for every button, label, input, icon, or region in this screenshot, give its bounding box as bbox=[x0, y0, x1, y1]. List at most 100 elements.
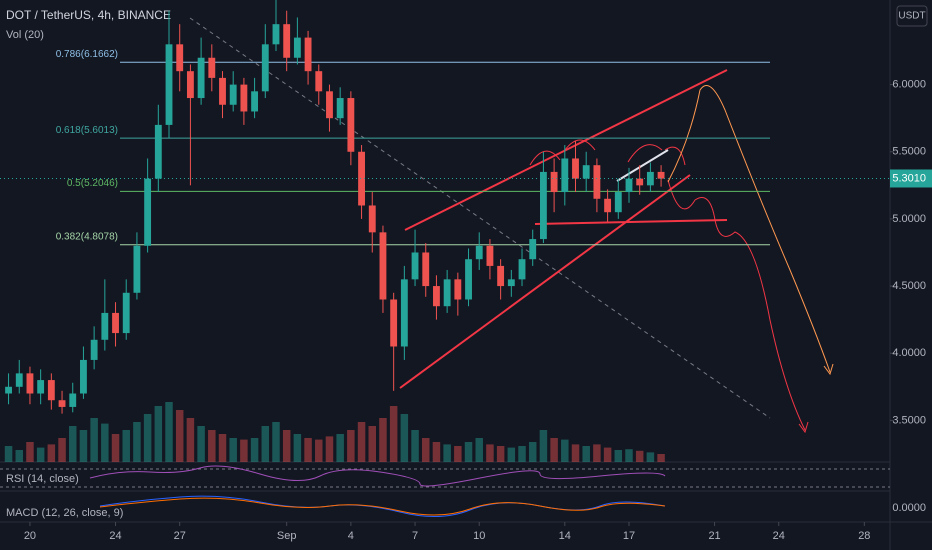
volume-bar bbox=[528, 442, 537, 462]
volume-bar bbox=[625, 449, 633, 462]
candle-body bbox=[443, 279, 451, 307]
y-tick-label: 4.5000 bbox=[892, 280, 926, 292]
x-tick-label: 28 bbox=[858, 530, 870, 542]
candle-body bbox=[186, 71, 194, 99]
volume-bar bbox=[218, 434, 227, 462]
candle-body bbox=[507, 279, 515, 287]
candle-body bbox=[240, 84, 248, 112]
volume-bar bbox=[36, 447, 45, 462]
volume-bar bbox=[197, 426, 205, 462]
last-price-box bbox=[890, 169, 932, 188]
volume-bar bbox=[561, 439, 569, 462]
candle-body bbox=[197, 57, 205, 99]
candle-body bbox=[26, 373, 34, 394]
candle-body bbox=[112, 312, 119, 334]
rsi-line bbox=[89, 465, 666, 487]
x-tick-label: 10 bbox=[473, 530, 485, 542]
volume-bar bbox=[389, 406, 398, 462]
candle-body bbox=[15, 373, 23, 387]
candle-body bbox=[475, 245, 483, 260]
volume-bar bbox=[101, 423, 109, 462]
candle-body bbox=[604, 198, 612, 213]
volume-bar bbox=[282, 430, 291, 462]
candle-body bbox=[208, 57, 216, 78]
candle-body bbox=[422, 252, 430, 287]
candle-body bbox=[47, 380, 55, 401]
volume-bar bbox=[154, 406, 163, 462]
candle-body bbox=[358, 151, 365, 206]
volume-bar bbox=[240, 439, 248, 462]
candle-body bbox=[176, 44, 184, 72]
volume-bar bbox=[518, 446, 526, 462]
candle-body bbox=[251, 91, 259, 112]
fib-label: 0.618(5.6013) bbox=[56, 125, 118, 136]
currency-box[interactable] bbox=[896, 5, 928, 27]
volume-bar bbox=[347, 430, 355, 462]
volume-bar bbox=[111, 434, 120, 462]
candle-body bbox=[518, 259, 526, 280]
volume-bar bbox=[496, 446, 505, 462]
x-tick-label: 24 bbox=[773, 530, 785, 542]
candle-body bbox=[58, 400, 66, 407]
volume-bar bbox=[272, 422, 280, 462]
volume-bar bbox=[58, 438, 66, 462]
x-tick-label: Sep bbox=[277, 530, 297, 542]
volume-bar bbox=[90, 418, 98, 462]
x-tick-label: 24 bbox=[109, 530, 121, 542]
channel-upper bbox=[404, 69, 728, 231]
candle-body bbox=[5, 386, 12, 394]
volume-bar bbox=[79, 430, 88, 462]
currency[interactable]: USDT bbox=[898, 11, 925, 22]
volume-bar bbox=[475, 438, 483, 462]
candle-body bbox=[411, 252, 419, 280]
volume-bar bbox=[143, 414, 152, 462]
candle-body bbox=[304, 37, 312, 72]
x-tick-label: 7 bbox=[412, 530, 418, 542]
candle-body bbox=[390, 299, 398, 347]
fib-label: 0.5(5.2046) bbox=[67, 178, 118, 189]
trend-dashed bbox=[189, 17, 771, 419]
y-tick-label: 4.0000 bbox=[892, 347, 926, 359]
candle-body bbox=[646, 171, 654, 186]
volume-bar bbox=[165, 402, 173, 462]
volume-bar bbox=[175, 410, 184, 462]
candle-body bbox=[368, 205, 376, 233]
candle-body bbox=[101, 312, 109, 340]
volume-bar bbox=[315, 439, 323, 462]
volume-bar bbox=[379, 418, 387, 462]
volume-bar bbox=[614, 450, 623, 462]
arc bbox=[529, 150, 561, 166]
volume-bar bbox=[186, 418, 195, 462]
subtitle: Vol (20) bbox=[6, 29, 44, 41]
candle-body bbox=[347, 98, 355, 152]
candle-body bbox=[400, 279, 408, 347]
volume-bar bbox=[422, 438, 430, 462]
candle-body bbox=[336, 98, 344, 119]
candle-body bbox=[165, 44, 173, 125]
candle-body bbox=[122, 292, 130, 334]
volume-bar bbox=[250, 438, 259, 462]
candle-body bbox=[315, 71, 323, 92]
fib-label: 0.382(4.8078) bbox=[56, 231, 118, 242]
candle-body bbox=[133, 245, 141, 293]
candle-body bbox=[561, 158, 569, 193]
arc bbox=[564, 139, 596, 151]
candle-body bbox=[486, 245, 494, 266]
candle-body bbox=[465, 259, 472, 300]
x-tick-label: 4 bbox=[348, 530, 354, 542]
volume-bar bbox=[47, 444, 56, 462]
macd-label: MACD (12, 26, close, 9) bbox=[6, 507, 123, 519]
white-line bbox=[616, 149, 669, 182]
candle-body bbox=[80, 359, 87, 394]
volume-bar bbox=[229, 438, 237, 462]
volume-bar bbox=[357, 422, 366, 462]
candle-body bbox=[272, 24, 280, 45]
volume-bar bbox=[454, 446, 462, 462]
channel-lower bbox=[399, 174, 691, 389]
candle-body bbox=[454, 279, 462, 300]
candle-body bbox=[229, 84, 237, 105]
candle-body bbox=[219, 77, 226, 105]
candle-body bbox=[550, 171, 558, 193]
volume-bar bbox=[368, 426, 377, 462]
